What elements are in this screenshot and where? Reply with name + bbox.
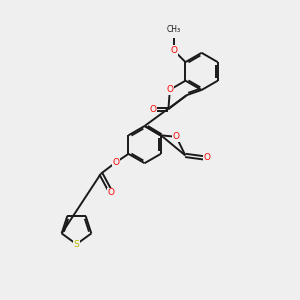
Text: O: O bbox=[171, 46, 178, 55]
Text: O: O bbox=[167, 85, 173, 94]
Text: O: O bbox=[108, 188, 115, 197]
Text: O: O bbox=[203, 153, 210, 162]
Text: S: S bbox=[74, 240, 80, 249]
Text: O: O bbox=[150, 105, 157, 114]
Text: CH₃: CH₃ bbox=[167, 26, 181, 34]
Text: O: O bbox=[112, 158, 119, 167]
Text: O: O bbox=[173, 132, 180, 141]
